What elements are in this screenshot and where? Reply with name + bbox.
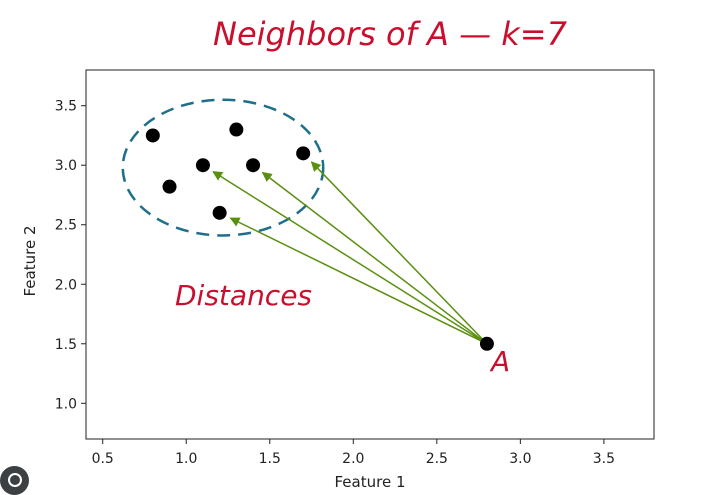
y-axis: 1.0 1.5 2.0 2.5 3.0 3.5 (55, 99, 86, 412)
x-tick-label: 3.0 (509, 451, 531, 467)
y-axis-label: Feature 2 (21, 226, 39, 297)
data-point (246, 158, 261, 173)
x-axis: 0.5 1.0 1.5 2.0 2.5 3.0 3.5 (92, 439, 615, 467)
distance-arrow (261, 171, 493, 349)
y-tick-label: 2.0 (55, 277, 77, 293)
chart-title: Neighbors of A — k=7 (213, 15, 568, 53)
data-point (212, 205, 227, 220)
x-axis-label: Feature 1 (335, 473, 406, 491)
lens-icon[interactable] (0, 466, 29, 495)
x-tick-label: 1.5 (259, 451, 281, 467)
distance-arrow (310, 161, 492, 349)
y-tick-label: 1.5 (55, 337, 77, 353)
distance-arrow (212, 170, 493, 348)
x-tick-label: 2.0 (342, 451, 364, 467)
data-points (145, 122, 311, 220)
x-tick-label: 0.5 (92, 451, 114, 467)
plot-frame (85, 69, 655, 440)
distances-annotation: Distances (175, 279, 312, 312)
distance-arrow (229, 217, 493, 348)
y-tick-label: 3.0 (55, 158, 77, 174)
x-tick-label: 2.5 (426, 451, 448, 467)
y-tick-label: 1.0 (55, 396, 77, 412)
data-point (162, 179, 177, 194)
data-point (229, 122, 244, 137)
x-tick-label: 1.0 (175, 451, 197, 467)
neighborhood-circle (121, 98, 325, 237)
data-point (296, 146, 311, 161)
y-tick-label: 3.5 (55, 99, 77, 115)
data-point (145, 128, 160, 143)
query-point-label: A (489, 345, 510, 378)
distance-arrows (212, 161, 493, 349)
x-tick-label: 3.5 (593, 451, 615, 467)
data-point (195, 158, 210, 173)
y-tick-label: 2.5 (55, 218, 77, 234)
query-point-a (479, 336, 494, 351)
